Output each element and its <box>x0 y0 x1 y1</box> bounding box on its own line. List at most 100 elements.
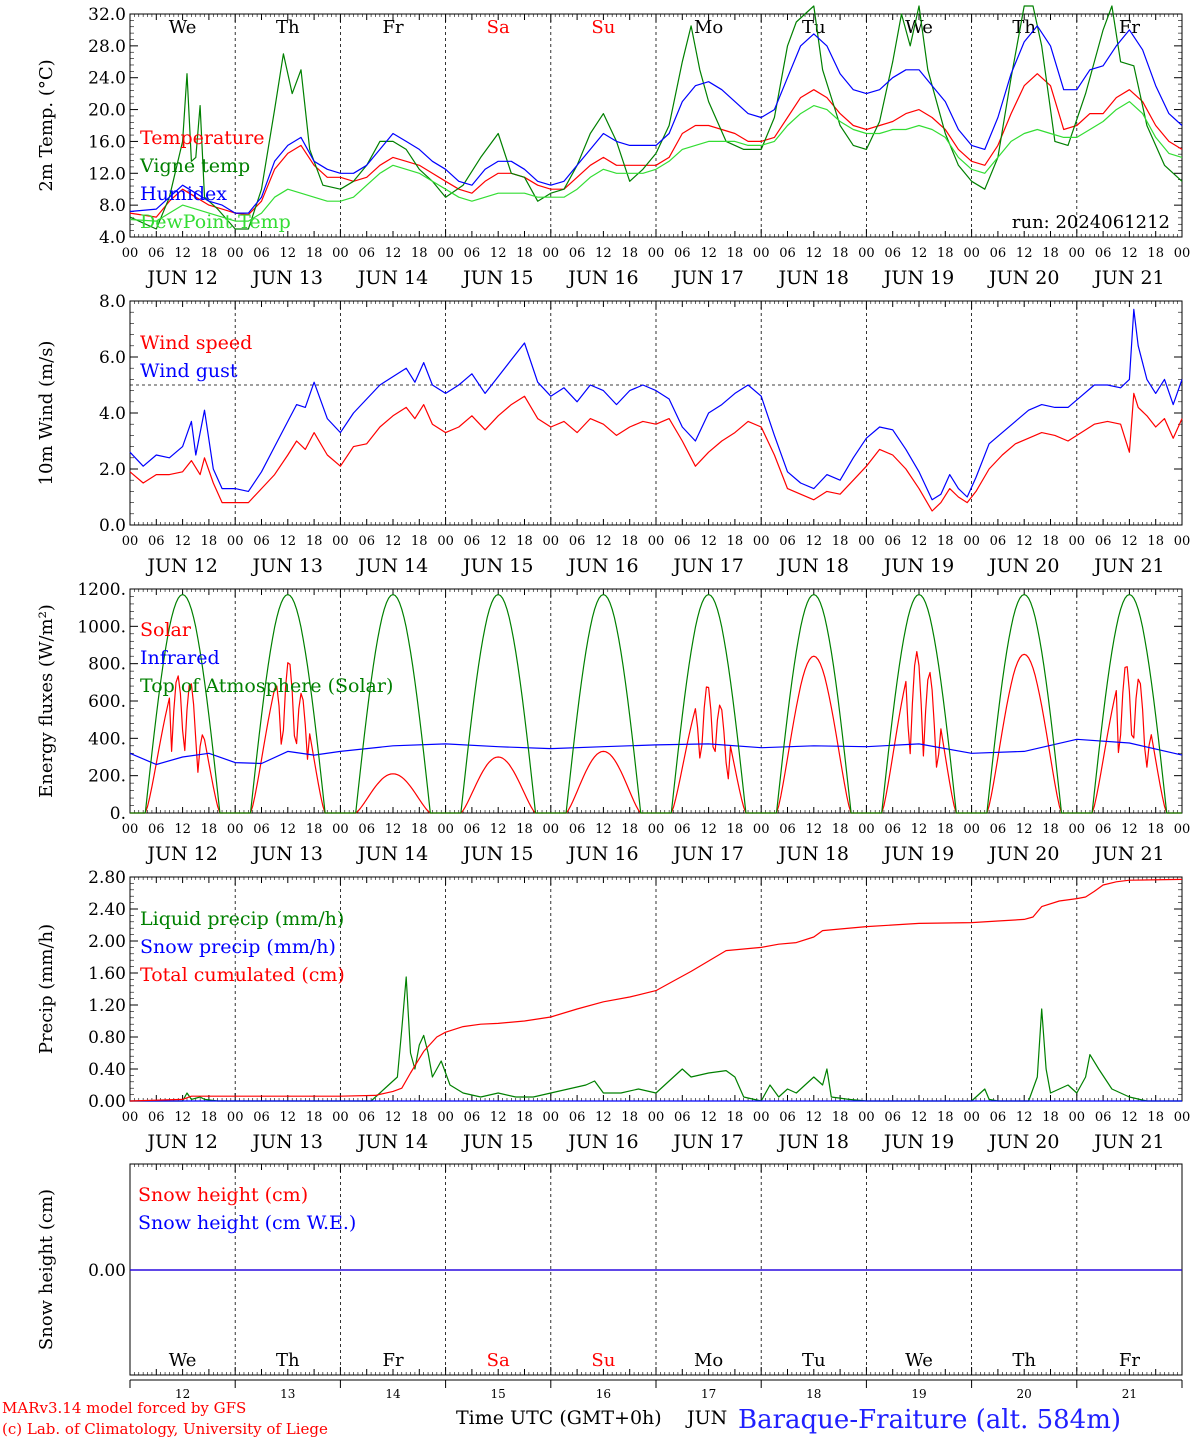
day-label-fr: Fr <box>1119 1350 1140 1371</box>
day-label-mo: Mo <box>694 1350 723 1371</box>
day-number-tick-label: 14 <box>385 1387 401 1401</box>
energy-frame <box>129 588 1183 814</box>
series-total-cumulated <box>129 878 1183 1102</box>
energy-y-axis-label: Energy fluxes (W/m²) <box>36 604 57 798</box>
hour-tick-label: 12 <box>1016 246 1033 261</box>
hour-tick-label: 06 <box>884 822 901 837</box>
hour-tick-label: 18 <box>832 534 849 549</box>
date-tick-label: JUN 18 <box>777 555 849 577</box>
day-label-su: Su <box>591 1350 615 1371</box>
energy-y-tick-label: 800. <box>88 655 126 675</box>
date-tick-label: JUN 15 <box>461 1131 533 1153</box>
hour-tick-label: 12 <box>1121 246 1138 261</box>
legend-wind-gust: Wind gust <box>140 360 238 382</box>
hour-tick-label: 12 <box>911 1110 928 1125</box>
temperature-y-tick-label: 24.0 <box>88 69 126 89</box>
day-label-th: Th <box>1012 1350 1036 1371</box>
date-tick-label: JUN 16 <box>566 267 638 289</box>
date-tick-label: JUN 20 <box>987 555 1059 577</box>
credit-line-2: (c) Lab. of Climatology, University of L… <box>2 1420 328 1438</box>
hour-tick-label: 06 <box>148 1110 165 1125</box>
precip-y-tick-label: 2.00 <box>88 932 126 952</box>
hour-tick-label: 12 <box>700 534 717 549</box>
hour-tick-label: 12 <box>806 246 823 261</box>
hour-tick-label: 00 <box>437 534 454 549</box>
hour-tick-label: 00 <box>1069 822 1086 837</box>
hour-tick-label: 18 <box>937 246 954 261</box>
hour-tick-label: 18 <box>201 246 218 261</box>
hour-tick-label: 06 <box>884 1110 901 1125</box>
legend-toa-solar: Top of Atmosphere (Solar) <box>140 675 393 697</box>
date-tick-label: JUN 13 <box>251 843 323 865</box>
hour-tick-label: 18 <box>937 1110 954 1125</box>
hour-tick-label: 18 <box>832 822 849 837</box>
hour-tick-label: 12 <box>490 246 507 261</box>
legend-temperature: Temperature <box>140 127 264 149</box>
hour-tick-label: 12 <box>385 1110 402 1125</box>
hour-tick-label: 06 <box>990 534 1007 549</box>
hour-tick-label: 00 <box>543 1110 560 1125</box>
hour-tick-label: 18 <box>727 822 744 837</box>
hour-tick-label: 00 <box>753 534 770 549</box>
hour-tick-label: 00 <box>858 822 875 837</box>
wind-panel: 00 06 12 18 JUN 12 00 06 12 18 JUN 13 00 06 12 18 JUN … <box>36 292 1190 577</box>
energy-y-tick-label: 1000. <box>77 617 126 637</box>
date-tick-label: JUN 17 <box>671 1131 743 1153</box>
hour-tick-label: 06 <box>358 1110 375 1125</box>
hour-tick-label: 06 <box>674 534 691 549</box>
series-wind-speed <box>129 392 1183 512</box>
hour-tick-label: 00 <box>648 1110 665 1125</box>
hour-tick-label: 18 <box>201 1110 218 1125</box>
hour-tick-label: 00 <box>1174 534 1191 549</box>
hour-tick-label: 00 <box>543 534 560 549</box>
hour-tick-label: 18 <box>1147 822 1164 837</box>
hour-tick-label: 06 <box>569 1110 586 1125</box>
hour-tick-label: 06 <box>148 822 165 837</box>
date-tick-label: JUN 15 <box>461 555 533 577</box>
hour-tick-label: 00 <box>543 822 560 837</box>
hour-tick-label: 06 <box>884 534 901 549</box>
day-number-tick-label: 16 <box>596 1387 611 1401</box>
hour-tick-label: 18 <box>1042 534 1059 549</box>
date-tick-label: JUN 21 <box>1092 1131 1164 1153</box>
time-axis-label: Time UTC (GMT+0h) <box>456 1407 662 1429</box>
legend-infrared: Infrared <box>140 647 220 669</box>
hour-tick-label: 06 <box>464 534 481 549</box>
wind-y-tick-label: 8.0 <box>99 292 126 312</box>
month-label: JUN <box>685 1407 727 1429</box>
precip-y-tick-label: 0.80 <box>88 1028 126 1048</box>
hour-tick-label: 06 <box>253 534 270 549</box>
hour-tick-label: 18 <box>306 246 323 261</box>
wind-y-tick-label: 2.0 <box>99 460 126 480</box>
precip-y-tick-label: 2.80 <box>88 868 126 888</box>
date-tick-label: JUN 12 <box>145 1131 217 1153</box>
hour-tick-label: 00 <box>858 534 875 549</box>
hour-tick-label: 12 <box>1121 534 1138 549</box>
hour-tick-label: 12 <box>385 246 402 261</box>
date-tick-label: JUN 17 <box>671 843 743 865</box>
energy-panel: 00 06 12 18 JUN 12 00 06 12 18 JUN 13 00 06 12 18 JUN … <box>36 580 1190 865</box>
hour-tick-label: 06 <box>569 822 586 837</box>
hour-tick-label: 06 <box>990 1110 1007 1125</box>
hour-tick-label: 00 <box>122 1110 139 1125</box>
hour-tick-label: 18 <box>1042 822 1059 837</box>
hour-tick-label: 18 <box>516 534 533 549</box>
hour-tick-label: 12 <box>595 534 612 549</box>
energy-y-tick-label: 1200. <box>77 580 126 600</box>
hour-tick-label: 18 <box>1042 1110 1059 1125</box>
day-label-we: We <box>905 17 933 38</box>
precip-y-tick-label: 1.20 <box>88 996 126 1016</box>
date-tick-label: JUN 15 <box>461 267 533 289</box>
hour-tick-label: 00 <box>1069 1110 1086 1125</box>
hour-tick-label: 00 <box>227 246 244 261</box>
date-tick-label: JUN 14 <box>356 555 428 577</box>
date-tick-label: JUN 14 <box>356 843 428 865</box>
energy-y-tick-label: 200. <box>88 767 126 787</box>
hour-tick-label: 06 <box>674 1110 691 1125</box>
hour-tick-label: 12 <box>490 822 507 837</box>
hour-tick-label: 06 <box>1095 534 1112 549</box>
legend-vigne-temp: Vigne temp <box>139 155 250 177</box>
date-tick-label: JUN 18 <box>777 1131 849 1153</box>
hour-tick-label: 12 <box>911 534 928 549</box>
wind-frame <box>129 300 1183 526</box>
